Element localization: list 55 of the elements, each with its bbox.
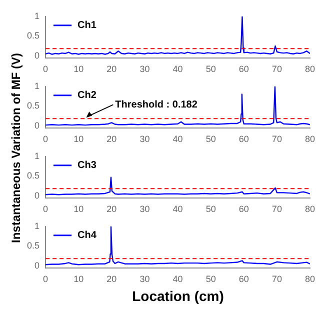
y-tick-label: 0.5 (26, 240, 40, 251)
x-tick-label: 60 (238, 204, 249, 214)
x-tick-label: 70 (272, 274, 282, 284)
x-tick-label: 70 (272, 204, 282, 214)
x-tick-label: 30 (140, 64, 150, 74)
y-tick-label: 0 (34, 50, 40, 60)
y-tick-label: 1 (34, 220, 40, 231)
x-tick-label: 20 (106, 134, 117, 144)
x-tick-label: 0 (43, 134, 48, 144)
x-tick-label: 10 (74, 64, 84, 74)
x-tick-label: 70 (272, 64, 282, 74)
x-tick-label: 40 (172, 204, 183, 214)
y-tick-label: 0.5 (26, 100, 40, 111)
x-tick-label: 0 (43, 274, 48, 284)
x-tick-label: 40 (172, 274, 183, 284)
x-tick-label: 0 (43, 204, 48, 214)
x-tick-label: 50 (206, 204, 216, 214)
legend-label: Ch3 (78, 160, 97, 172)
x-tick-label: 50 (206, 274, 216, 284)
y-axis-title: Instantaneous Variation of MF (V) (9, 52, 23, 244)
x-tick-label: 40 (172, 64, 183, 74)
y-tick-label: 1 (34, 150, 40, 161)
x-axis-title: Location (cm) (131, 288, 225, 304)
y-tick-label: 0 (34, 190, 40, 200)
y-tick-label: 0 (34, 120, 40, 130)
x-tick-label: 60 (238, 134, 249, 144)
x-tick-label: 40 (172, 134, 183, 144)
y-tick-label: 0 (34, 260, 40, 270)
x-tick-label: 80 (304, 204, 315, 214)
x-tick-label: 70 (272, 134, 282, 144)
x-tick-label: 50 (206, 64, 216, 74)
legend-label: Ch1 (78, 20, 97, 32)
x-tick-label: 0 (43, 64, 48, 74)
y-tick-label: 0.5 (26, 170, 40, 181)
x-tick-label: 60 (238, 64, 249, 74)
x-tick-label: 50 (206, 134, 216, 144)
y-tick-label: 0.5 (26, 30, 40, 41)
x-tick-label: 20 (106, 204, 117, 214)
x-tick-label: 60 (238, 274, 249, 284)
x-tick-label: 80 (304, 64, 315, 74)
x-tick-label: 30 (140, 134, 150, 144)
x-tick-label: 80 (304, 134, 315, 144)
y-tick-label: 1 (34, 80, 40, 91)
legend-label: Ch2 (78, 90, 97, 102)
legend-label: Ch4 (78, 230, 97, 242)
x-tick-label: 30 (140, 204, 150, 214)
y-tick-label: 1 (34, 10, 40, 21)
x-tick-label: 20 (106, 274, 117, 284)
x-tick-label: 10 (74, 274, 84, 284)
x-tick-label: 10 (74, 134, 84, 144)
ref-line-label: Threshold : 0.182 (115, 99, 198, 110)
x-tick-label: 20 (106, 64, 117, 74)
x-tick-label: 30 (140, 274, 150, 284)
x-tick-label: 80 (304, 274, 315, 284)
x-tick-label: 10 (74, 204, 84, 214)
